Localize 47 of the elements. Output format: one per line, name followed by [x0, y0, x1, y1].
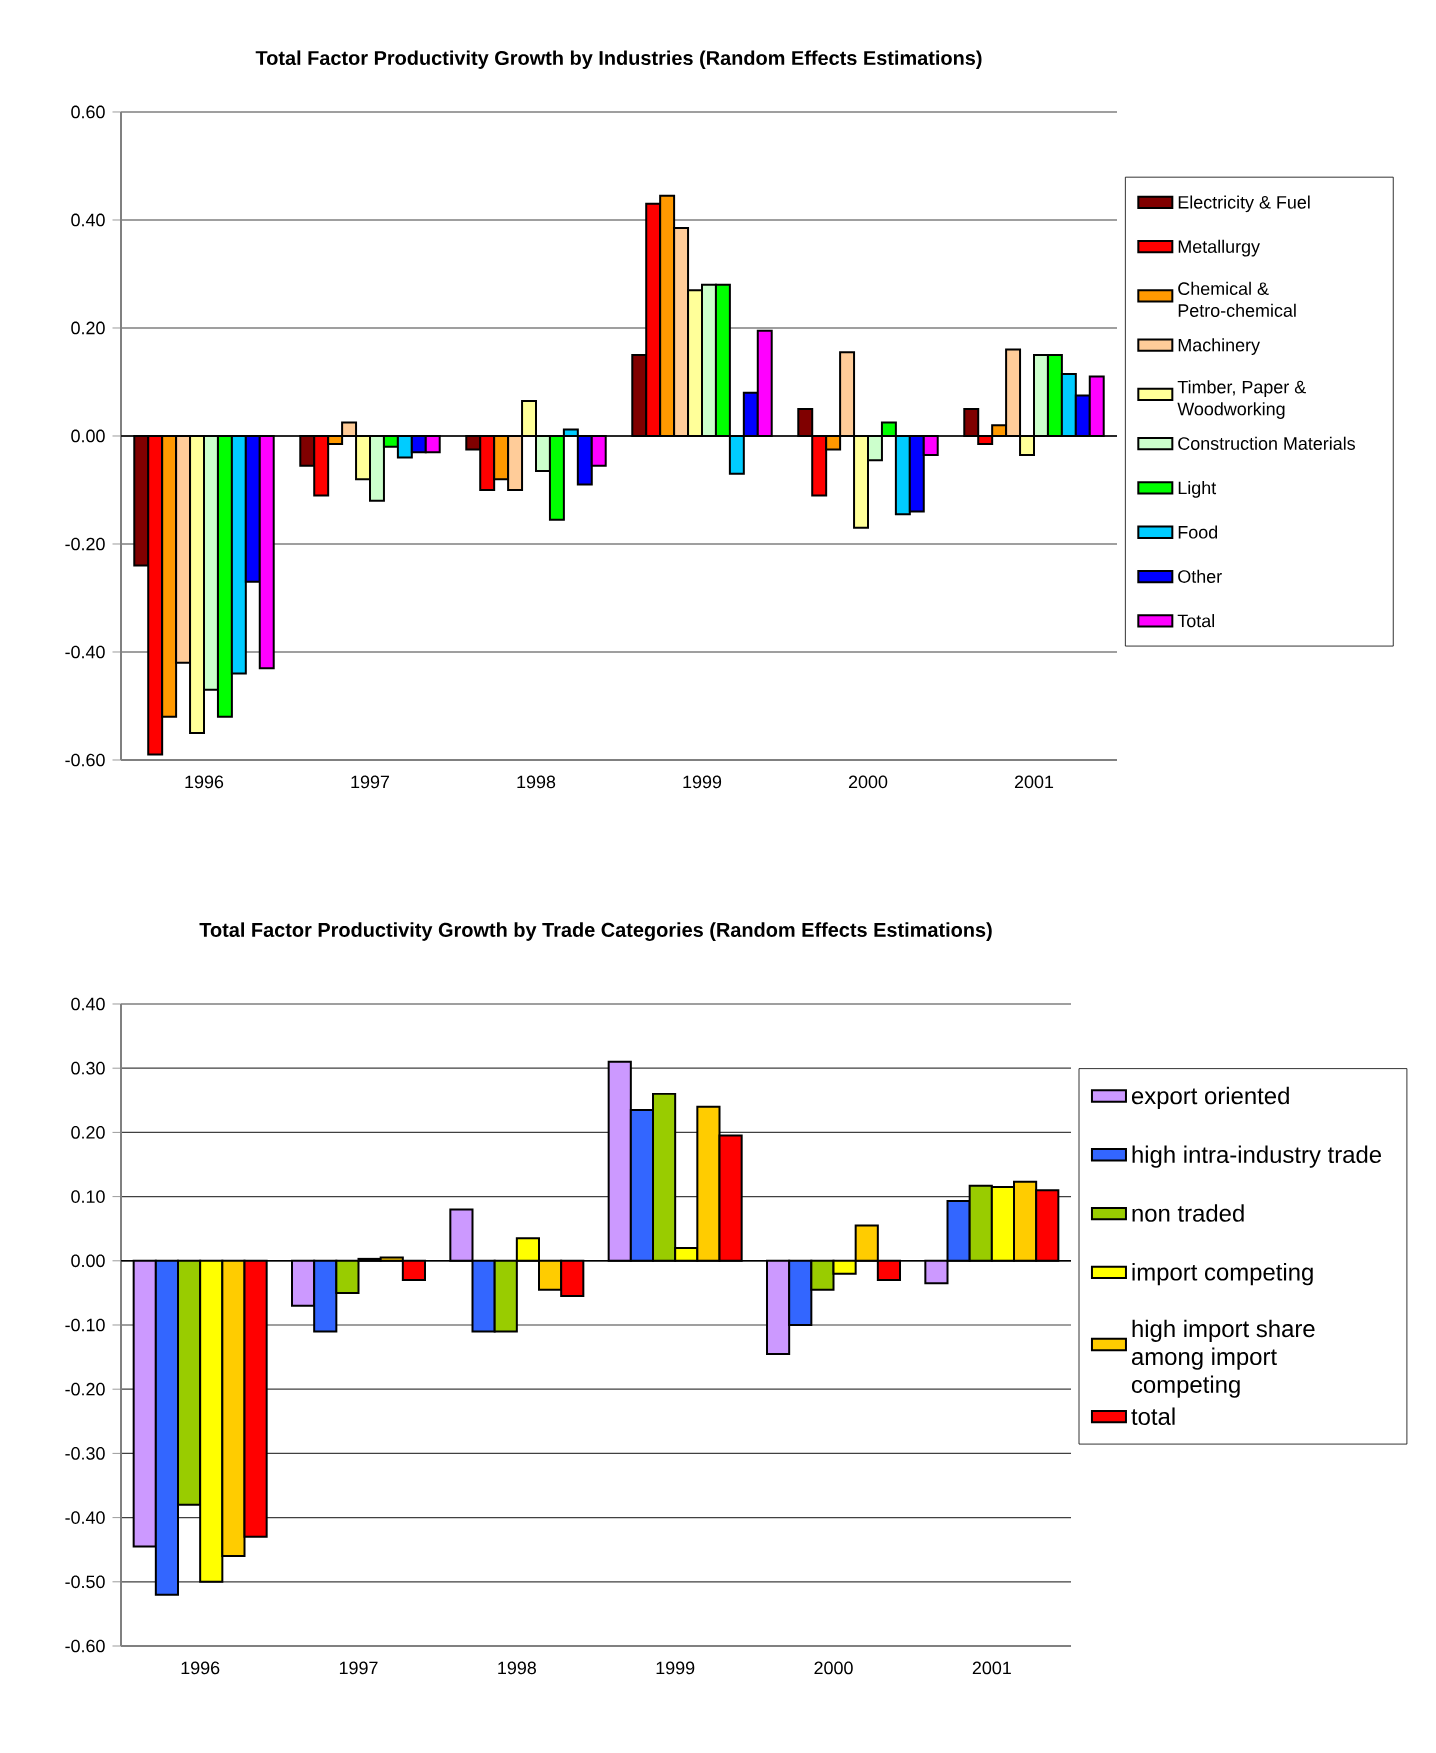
x-tick-label: 1996: [185, 775, 224, 789]
x-tick-label: 2001: [1014, 775, 1054, 789]
y-tick-label: 0.30: [71, 1061, 105, 1075]
x-tick-label: 1997: [351, 775, 390, 789]
legend-label: Total: [1177, 614, 1214, 628]
y-tick-label: -0.60: [65, 1639, 105, 1653]
legend-label: Light: [1178, 481, 1217, 498]
x-tick-label: 2000: [814, 1661, 853, 1675]
y-tick-label: 0.40: [71, 997, 105, 1011]
x-tick-label: 1996: [181, 1661, 220, 1675]
chart-title: Total Factor Productivity Growth by Industries (Random Effects Estimations): [255, 50, 982, 69]
y-tick-label: 0.60: [71, 105, 105, 119]
x-tick-label: 1999: [656, 1661, 695, 1675]
legend-label: Electricity & Fuel: [1178, 195, 1310, 213]
y-tick-label: -0.10: [65, 1318, 105, 1332]
y-tick-label: -0.30: [65, 1447, 105, 1460]
y-tick-label: -0.20: [65, 1382, 105, 1396]
x-tick-label: 1998: [517, 775, 556, 789]
y-tick-label: 0.00: [71, 429, 105, 443]
legend-label: export oriented: [1131, 1086, 1289, 1110]
y-tick-label: -0.40: [65, 645, 105, 659]
y-tick-label: 0.20: [71, 321, 105, 335]
y-tick-label: -0.50: [65, 1575, 105, 1589]
x-tick-label: 1999: [683, 775, 722, 789]
y-tick-label: 0.40: [71, 213, 105, 227]
legend-label: Timber, Paper & Woodworking: [1177, 380, 1306, 419]
x-tick-label: 2001: [972, 1661, 1011, 1675]
x-tick-label: 2000: [848, 775, 888, 789]
y-tick-label: -0.20: [65, 537, 105, 551]
y-tick-label: 0.10: [71, 1190, 105, 1203]
chart-title: Total Factor Productivity Growth by Trade Categories (Random Effects Estimations): [199, 922, 992, 941]
legend-label: Chemical & Petro-chemical: [1178, 281, 1296, 317]
legend-label: total: [1131, 1407, 1175, 1425]
legend-label: Machinery: [1178, 338, 1260, 355]
legend-label: Other: [1178, 569, 1222, 583]
legend-label: Construction Materials: [1178, 436, 1356, 450]
legend-label: Metallurgy: [1178, 239, 1260, 257]
y-tick-label: 0.20: [71, 1126, 105, 1139]
x-tick-label: 1998: [498, 1661, 536, 1675]
y-tick-label: -0.60: [65, 753, 105, 767]
legend-label: non traded: [1132, 1204, 1244, 1222]
x-tick-label: 1997: [339, 1661, 378, 1675]
legend-label: high intra-industry trade: [1132, 1145, 1382, 1168]
legend-label: import competing: [1132, 1263, 1313, 1286]
y-tick-label: 0.00: [71, 1254, 105, 1268]
legend-label: Food: [1178, 525, 1218, 539]
y-tick-label: -0.40: [65, 1511, 105, 1524]
